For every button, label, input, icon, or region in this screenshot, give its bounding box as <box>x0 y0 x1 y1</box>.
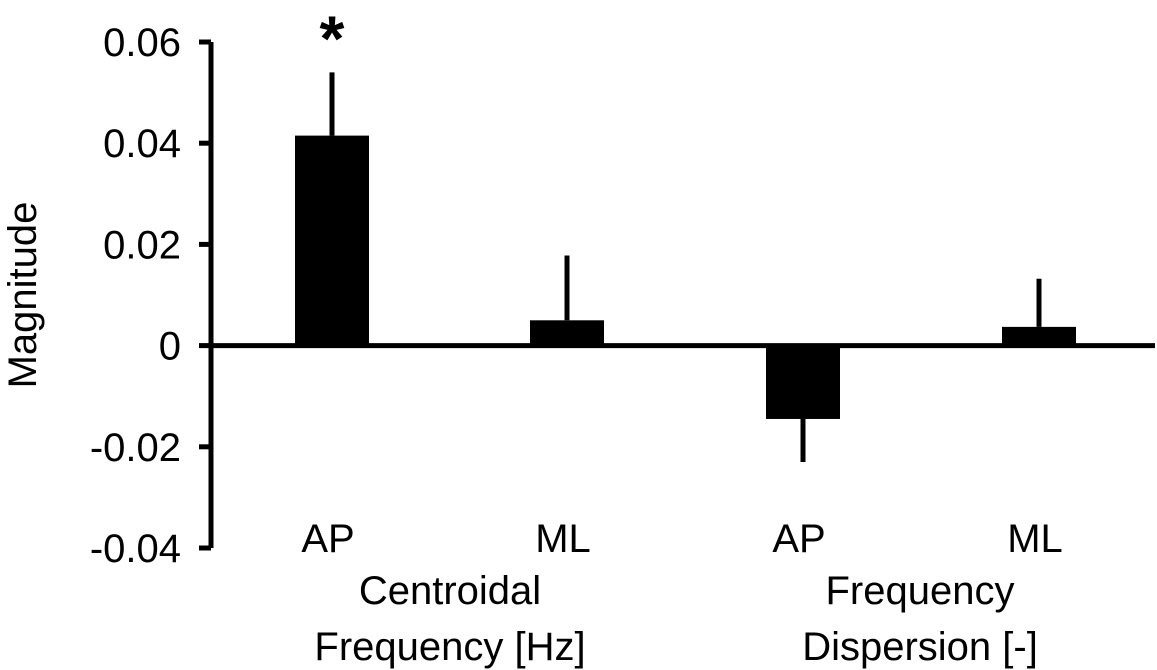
y-tick-label: 0 <box>159 325 181 369</box>
labels-group: 0.06 0.04 0.02 0 -0.02 -0.04 Magnitude * AP ML AP M… <box>1 2 1063 669</box>
bar <box>295 135 369 346</box>
y-tick-label: -0.02 <box>90 426 181 470</box>
category-label: ML <box>1007 517 1063 561</box>
bar <box>530 320 604 346</box>
bars-group <box>295 135 1076 419</box>
significance-marker: * <box>320 2 345 74</box>
y-tick-label: 0.04 <box>103 122 181 166</box>
category-label: AP <box>301 517 354 561</box>
y-tick-label: -0.04 <box>90 527 181 571</box>
y-tick-label: 0.06 <box>103 21 181 65</box>
bar <box>1002 326 1076 346</box>
bar <box>766 345 840 419</box>
axes-group <box>199 39 1155 551</box>
group-label: Centroidal <box>359 569 541 613</box>
category-label: AP <box>772 517 825 561</box>
group-label: Frequency [Hz] <box>314 625 585 669</box>
group-label: Dispersion [-] <box>802 625 1038 669</box>
y-axis-label: Magnitude <box>1 202 45 389</box>
category-label: ML <box>535 517 591 561</box>
y-tick-label: 0.02 <box>103 223 181 267</box>
error-bars-group <box>329 72 1042 462</box>
group-label: Frequency <box>826 569 1015 613</box>
